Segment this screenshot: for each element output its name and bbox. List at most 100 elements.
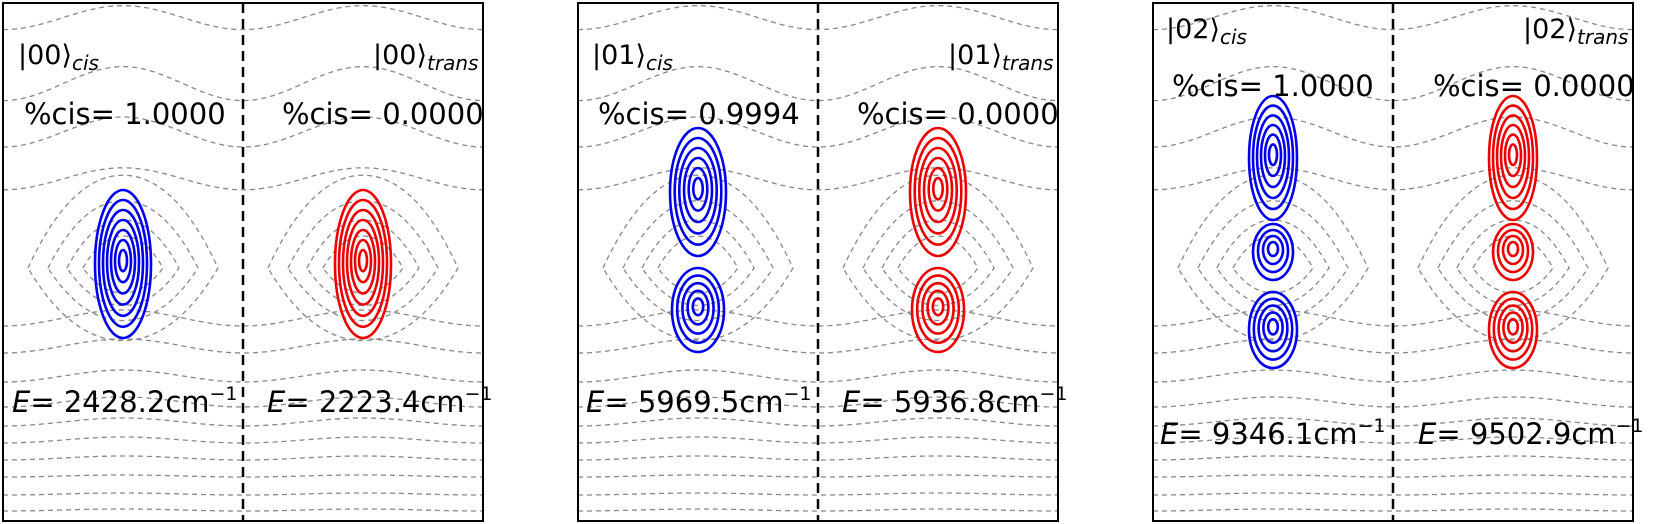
pct-cis-right: %cis= 0.0000: [1433, 69, 1635, 103]
pct-value: = 1.0000: [1239, 69, 1374, 103]
wavefunction-contour-ring: [113, 238, 133, 284]
potential-contour-line: [47, 200, 199, 322]
energy-symbol: E: [12, 385, 31, 419]
energy-right: E= 9502.9cm−1: [1418, 415, 1644, 451]
potential-contour-line: [897, 235, 979, 294]
wavefunction-contour-ring: [677, 146, 718, 235]
cis-wavefunction-contours: [93, 188, 153, 340]
wavefunction-contour-ring: [101, 208, 145, 318]
wavefunction-contour-ring: [1266, 240, 1280, 258]
state-ket: |02⟩: [1523, 14, 1577, 45]
state-label-cis: |01⟩cis: [592, 40, 673, 75]
potential-contour-line: [578, 65, 1058, 102]
potential-contour-line: [1153, 436, 1633, 444]
wavefunction-contour-ring: [922, 156, 954, 224]
wavefunction-contour-ring: [1251, 222, 1295, 282]
wavefunction-contour-ring: [109, 228, 137, 295]
wavefunction-contour-ring: [1487, 290, 1539, 370]
potential-contour-line: [862, 200, 1014, 322]
state-subscript: trans: [427, 51, 478, 75]
potential-contour-line: [1437, 200, 1589, 322]
state-label-cis: |02⟩cis: [1166, 14, 1247, 49]
wavefunction-contour-ring: [1507, 143, 1519, 167]
panel-00: |00⟩cis |00⟩trans %cis= 1.0000 %cis= 0.0…: [2, 2, 493, 522]
energy-value: = 2223.4cm: [285, 385, 464, 419]
energy-value: = 5936.8cm: [860, 385, 1039, 419]
wavefunction-contour-ring: [1502, 311, 1524, 345]
wavefunction-contour-ring: [908, 126, 968, 258]
wavefunction-contour-ring: [927, 166, 949, 212]
potential-contour-line: [1153, 65, 1633, 102]
potential-contour-line: [1153, 167, 1633, 191]
energy-unit-exponent: −1: [1358, 415, 1386, 437]
potential-contour-line: [3, 4, 483, 31]
wavefunction-contour-ring: [931, 297, 945, 317]
potential-contour-line: [578, 474, 1058, 478]
state-ket: |02⟩: [1166, 14, 1220, 45]
potential-contour-line: [657, 235, 739, 294]
pct-value: = 0.0000: [349, 97, 484, 131]
wavefunction-contour-ring: [1247, 290, 1299, 370]
wavefunction-contour-ring: [1506, 240, 1520, 258]
wavefunction-contour-ring: [1503, 133, 1523, 178]
potential-contour-line: [1216, 219, 1330, 307]
pct-cis-left: %cis= 1.0000: [24, 97, 226, 131]
wavefunction-contour-ring: [97, 198, 149, 329]
pct-symbol: %cis: [1172, 69, 1239, 103]
wavefunction-contour-ring: [105, 218, 141, 306]
wavefunction-contour-ring: [1506, 317, 1520, 336]
potential-contour-line: [1153, 309, 1633, 327]
cis-wavefunction-contours: [1247, 94, 1299, 370]
state-ket: |01⟩: [948, 40, 1002, 71]
energy-value: = 9346.1cm: [1178, 417, 1357, 451]
wavefunction-contour-ring: [675, 274, 721, 345]
wavefunction-contour-ring: [1261, 234, 1285, 266]
potential-contour-line: [881, 219, 995, 307]
wavefunction-contour-ring: [668, 126, 728, 258]
wavefunction-contour-ring: [687, 166, 709, 212]
trans-wavefunction-contours: [1487, 94, 1539, 370]
potential-contour-line: [1153, 492, 1633, 496]
energy-unit-exponent: −1: [784, 383, 812, 405]
potential-contour-line: [3, 116, 483, 148]
wavefunction-contour-ring: [93, 188, 153, 340]
pct-symbol: %cis: [24, 97, 91, 131]
cis-wavefunction-contours: [668, 126, 728, 354]
potential-contour-line: [3, 508, 483, 512]
potential-contour-line: [1153, 508, 1633, 512]
wavefunction-contour-ring: [1247, 94, 1299, 222]
potential-contour-line: [287, 200, 439, 322]
potential-contour-line: [578, 116, 1058, 148]
pct-symbol: %cis: [598, 97, 665, 131]
potential-contour-line: [3, 492, 483, 496]
pct-symbol: %cis: [1433, 69, 1500, 103]
potential-contour-line: [3, 436, 483, 444]
wavefunction-contour-ring: [1266, 317, 1280, 336]
wavefunction-contour-ring: [931, 176, 944, 201]
potential-contour-line: [578, 309, 1058, 327]
wavefunction-contour-ring: [921, 281, 955, 335]
state-subscript: trans: [1577, 25, 1628, 49]
potential-contour-line: [27, 174, 219, 342]
energy-left: E= 9346.1cm−1: [1160, 415, 1386, 451]
wavefunction-contour-ring: [1487, 94, 1539, 222]
panel-01: |01⟩cis |01⟩trans %cis= 0.9994 %cis= 0.0…: [577, 2, 1068, 522]
wavefunction-contour-ring: [910, 266, 966, 354]
wavefunction-contour-ring: [1495, 114, 1531, 200]
potential-contour-line: [1417, 174, 1609, 342]
potential-contour-line: [1153, 116, 1633, 148]
state-subscript: cis: [646, 51, 673, 75]
pct-value: = 1.0000: [91, 97, 226, 131]
potential-contour-line: [1177, 174, 1369, 342]
energy-symbol: E: [586, 385, 605, 419]
potential-contour-line: [842, 174, 1034, 342]
wavefunction-contour-ring: [357, 248, 369, 273]
potential-contour-line: [1153, 474, 1633, 478]
panel-02: |02⟩cis |02⟩trans %cis= 1.0000 %cis= 0.0…: [1152, 2, 1644, 522]
potential-contour-line: [578, 167, 1058, 191]
pct-value: = 0.9994: [665, 97, 800, 131]
wavefunction-contour-ring: [1252, 297, 1294, 361]
potential-contour-line: [3, 474, 483, 478]
state-label-trans: |00⟩trans: [373, 40, 478, 75]
wavefunction-contour-ring: [682, 156, 714, 224]
